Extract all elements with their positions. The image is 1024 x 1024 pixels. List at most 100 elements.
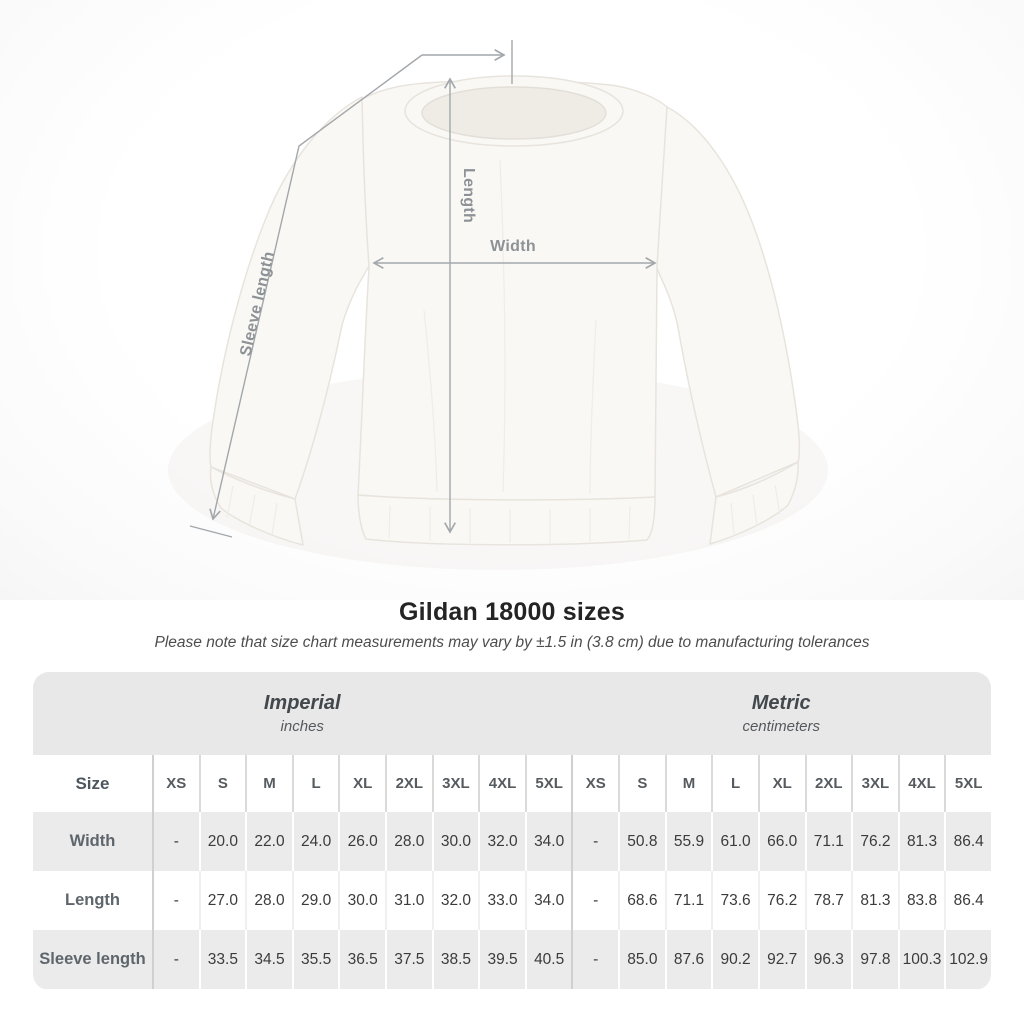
column-header: XS <box>571 755 619 812</box>
table-row-sleeve-length: Sleeve length - 33.5 34.5 35.5 36.5 37.5… <box>33 930 991 989</box>
sweatshirt-collar-opening <box>421 86 607 140</box>
value-cell: 66.0 <box>757 812 805 871</box>
value-cell: 71.1 <box>804 812 852 871</box>
value-cell: 81.3 <box>897 812 945 871</box>
product-photo-stage: Length Width Sleeve length <box>0 0 1024 600</box>
value-cell: 32.0 <box>431 871 479 930</box>
value-cell: - <box>151 812 199 871</box>
value-cell: 92.7 <box>757 930 805 989</box>
value-cell: - <box>151 871 199 930</box>
width-label: Width <box>490 238 536 255</box>
column-header: XL <box>338 755 386 812</box>
value-cell: 30.0 <box>431 812 479 871</box>
value-cell: 83.8 <box>897 871 945 930</box>
value-cell: 28.0 <box>385 812 432 871</box>
imperial-unit: inches <box>280 718 324 735</box>
column-header: 3XL <box>431 755 479 812</box>
value-cell: 34.5 <box>245 930 292 989</box>
imperial-header: Imperial inches <box>33 672 572 755</box>
value-cell: 39.5 <box>478 930 525 989</box>
value-cell: 100.3 <box>897 930 945 989</box>
metric-unit: centimeters <box>742 718 820 735</box>
tolerance-note: Please note that size chart measurements… <box>154 634 870 651</box>
value-cell: - <box>571 930 619 989</box>
length-label: Length <box>460 168 477 223</box>
column-header: 2XL <box>385 755 432 812</box>
table-row-width: Width - 20.0 22.0 24.0 26.0 28.0 30.0 32… <box>33 812 991 871</box>
value-cell: 32.0 <box>478 812 525 871</box>
sleeve-arrow-end-tick <box>189 525 233 538</box>
value-cell: 22.0 <box>245 812 292 871</box>
column-header: XS <box>151 755 199 812</box>
value-cell: 68.6 <box>618 871 665 930</box>
sweatshirt-hem <box>357 494 656 546</box>
sleeve-length-arrow <box>209 54 423 521</box>
value-cell: - <box>151 930 199 989</box>
value-cell: 36.5 <box>338 930 386 989</box>
value-cell: 55.9 <box>664 812 712 871</box>
value-cell: 29.0 <box>291 871 339 930</box>
value-cell: 87.6 <box>664 930 712 989</box>
row-label: Sleeve length <box>33 930 152 989</box>
metric-title: Metric <box>751 692 811 714</box>
value-cell: 40.5 <box>524 930 572 989</box>
column-header: 4XL <box>478 755 525 812</box>
value-cell: 28.0 <box>245 871 292 930</box>
value-cell: 86.4 <box>944 812 991 871</box>
page-title: Gildan 18000 sizes <box>399 598 625 626</box>
value-cell: 90.2 <box>711 930 758 989</box>
value-cell: 24.0 <box>291 812 339 871</box>
column-header: 3XL <box>851 755 898 812</box>
value-cell: 37.5 <box>385 930 432 989</box>
sweatshirt-diagram: Length Width Sleeve length <box>189 40 801 546</box>
value-cell: 33.5 <box>198 930 246 989</box>
value-cell: 50.8 <box>618 812 665 871</box>
column-header: L <box>711 755 758 812</box>
column-header: L <box>291 755 339 812</box>
column-header: 5XL <box>944 755 991 812</box>
value-cell: 86.4 <box>944 871 991 930</box>
value-cell: 81.3 <box>851 871 898 930</box>
value-cell: 97.8 <box>851 930 898 989</box>
value-cell: 31.0 <box>385 871 432 930</box>
value-cell: 27.0 <box>198 871 246 930</box>
value-cell: 71.1 <box>664 871 712 930</box>
value-cell: 34.0 <box>524 871 572 930</box>
value-cell: 102.9 <box>944 930 991 989</box>
value-cell: 76.2 <box>757 871 805 930</box>
value-cell: 76.2 <box>851 812 898 871</box>
row-label: Length <box>33 871 152 930</box>
value-cell: 85.0 <box>618 930 665 989</box>
column-header: XL <box>757 755 805 812</box>
column-header: 5XL <box>524 755 572 812</box>
value-cell: 26.0 <box>338 812 386 871</box>
column-header: 2XL <box>804 755 852 812</box>
column-header: 4XL <box>897 755 945 812</box>
measurement-lines <box>189 40 657 538</box>
value-cell: 78.7 <box>804 871 852 930</box>
column-header: S <box>618 755 665 812</box>
value-cell: 38.5 <box>431 930 479 989</box>
size-table-container: Imperial inches Metric centimeters Size … <box>33 672 991 990</box>
size-table: Imperial inches Metric centimeters Size … <box>33 672 991 989</box>
column-header: M <box>664 755 712 812</box>
metric-header: Metric centimeters <box>571 672 991 755</box>
value-cell: 73.6 <box>711 871 758 930</box>
value-cell: 96.3 <box>804 930 852 989</box>
value-cell: 30.0 <box>338 871 386 930</box>
row-label: Width <box>33 812 152 871</box>
value-cell: 35.5 <box>291 930 339 989</box>
fabric-details <box>226 159 781 543</box>
value-cell: 33.0 <box>478 871 525 930</box>
value-cell: 20.0 <box>198 812 246 871</box>
column-header: S <box>198 755 246 812</box>
size-col-header: Size <box>33 755 152 812</box>
column-header: M <box>245 755 292 812</box>
value-cell: 61.0 <box>711 812 758 871</box>
column-header-row: Size XS S M L XL 2XL 3XL 4XL 5XL XS S M … <box>33 755 991 812</box>
value-cell: - <box>571 871 619 930</box>
value-cell: - <box>571 812 619 871</box>
unit-header-row: Imperial inches Metric centimeters <box>33 672 991 755</box>
table-row-length: Length - 27.0 28.0 29.0 30.0 31.0 32.0 3… <box>33 871 991 930</box>
